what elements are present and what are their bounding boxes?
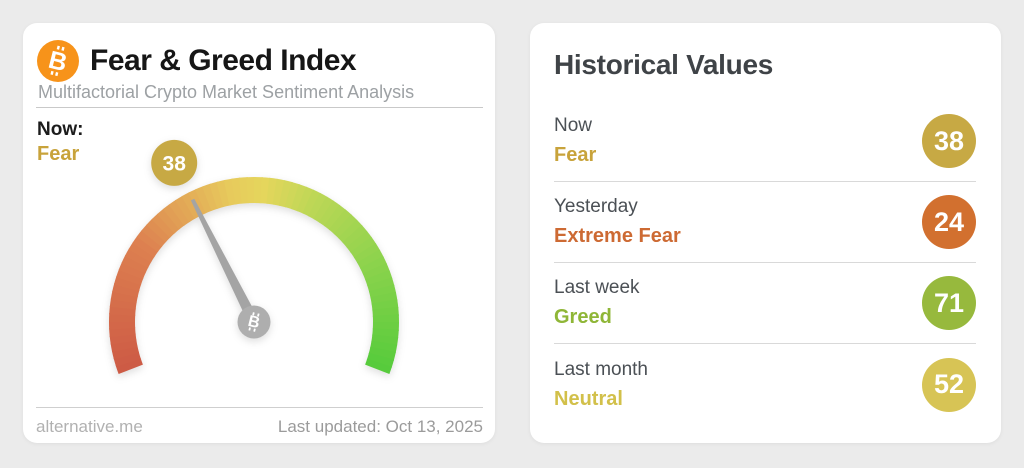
history-row-now: Now Fear 38 xyxy=(554,101,976,182)
last-updated-label: Last updated: Oct 13, 2025 xyxy=(277,417,483,436)
card-footer: alternative.me Last updated: Oct 13, 202… xyxy=(36,407,483,437)
gauge-value-text: 38 xyxy=(163,152,187,175)
sentiment-label: Greed xyxy=(554,306,612,328)
sentiment-label: Fear xyxy=(554,144,597,166)
value-badge: 71 xyxy=(922,276,976,330)
header-divider xyxy=(36,107,483,108)
history-row-last-week: Last week Greed 71 xyxy=(554,263,976,344)
bitcoin-hub-icon: B xyxy=(246,312,262,332)
value-badge: 24 xyxy=(922,195,976,249)
period-label: Now xyxy=(554,115,593,136)
bitcoin-icon: B xyxy=(37,40,79,82)
history-row-yesterday: Yesterday Extreme Fear 24 xyxy=(554,182,976,263)
period-label: Last month xyxy=(554,358,648,380)
current-value-block: Now: Fear xyxy=(37,118,83,167)
now-label: Now: xyxy=(37,119,84,140)
history-row-last-month: Last month Neutral 52 xyxy=(554,344,976,425)
now-sentiment-label: Fear xyxy=(37,142,80,165)
fear-greed-card: B Fear & Greed Index Multifactorial Cryp… xyxy=(23,23,495,443)
sentiment-label: Extreme Fear xyxy=(554,225,681,247)
historical-values-card: Historical Values Now Fear 38 Yesterday … xyxy=(530,23,1001,443)
subtitle: Multifactorial Crypto Market Sentiment A… xyxy=(38,82,415,102)
page-title: Fear & Greed Index xyxy=(90,44,357,77)
svg-text:B: B xyxy=(246,313,261,332)
fear-greed-header: B Fear & Greed Index xyxy=(37,40,357,82)
value-badge: 38 xyxy=(922,114,976,168)
value-badge: 52 xyxy=(922,357,976,412)
fear-greed-gauge: B 38 xyxy=(109,139,399,374)
period-label: Yesterday xyxy=(554,196,638,217)
source-label: alternative.me xyxy=(36,417,143,436)
historical-values-title: Historical Values xyxy=(554,49,774,80)
gauge-value-badge xyxy=(151,139,198,186)
sentiment-label: Neutral xyxy=(554,387,623,410)
period-label: Last week xyxy=(554,277,640,298)
